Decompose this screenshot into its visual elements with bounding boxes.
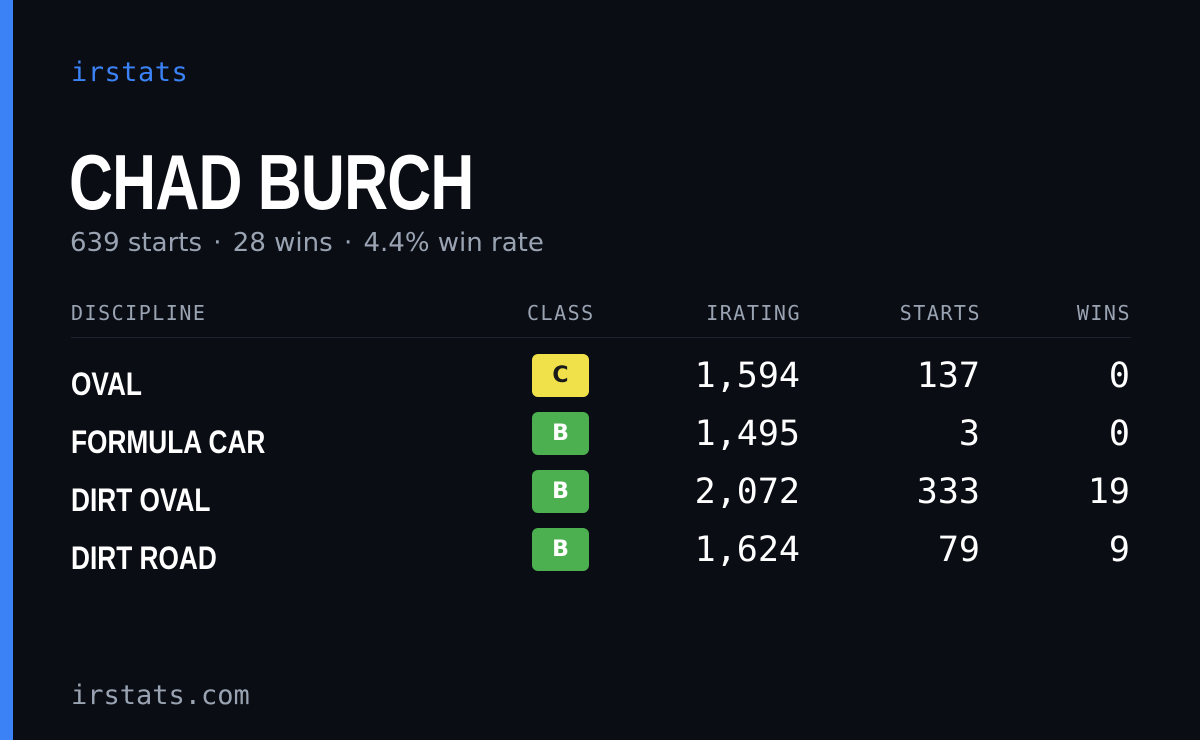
accent-bar: [0, 0, 13, 740]
wins-value: 0: [1108, 414, 1130, 454]
starts-value: 79: [937, 530, 980, 570]
discipline-table: DISCIPLINE CLASS IRATING STARTS WINS OVA…: [71, 296, 1131, 586]
license-class-badge: B: [532, 528, 589, 571]
starts-value: 333: [916, 472, 980, 512]
brand-logo[interactable]: irstats: [71, 57, 189, 88]
irating-value: 1,594: [694, 356, 800, 396]
discipline-name: OVAL: [71, 366, 142, 402]
header-wins: WINS: [1076, 301, 1131, 325]
starts-value: 3: [958, 414, 980, 454]
discipline-name: FORMULA CAR: [71, 424, 266, 460]
table-row: DIRT ROAD B 1,624 79 9: [71, 528, 1131, 586]
table-row: DIRT OVAL B 2,072 333 19: [71, 470, 1131, 528]
discipline-name: DIRT OVAL: [71, 482, 211, 518]
wins-value: 19: [1087, 472, 1130, 512]
header-discipline: DISCIPLINE: [71, 301, 207, 325]
irating-value: 1,495: [694, 414, 800, 454]
wins-value: 0: [1108, 356, 1130, 396]
summary-starts: 639 starts: [70, 228, 202, 258]
irating-value: 2,072: [694, 472, 800, 512]
license-class-badge: C: [532, 354, 589, 397]
table-row: FORMULA CAR B 1,495 3 0: [71, 412, 1131, 470]
player-name: CHAD BURCH: [69, 138, 474, 226]
starts-value: 137: [916, 356, 980, 396]
player-summary: 639 starts · 28 wins · 4.4% win rate: [70, 228, 544, 258]
header-starts: STARTS: [899, 301, 981, 325]
summary-separator: ·: [343, 228, 353, 258]
table-row: OVAL C 1,594 137 0: [71, 354, 1131, 412]
table-header: DISCIPLINE CLASS IRATING STARTS WINS: [71, 296, 1131, 338]
header-irating: IRATING: [706, 301, 801, 325]
summary-win-rate: 4.4% win rate: [363, 228, 544, 258]
summary-separator: ·: [213, 228, 222, 258]
license-class-badge: B: [532, 412, 589, 455]
irating-value: 1,624: [694, 530, 800, 570]
summary-wins: 28 wins: [232, 228, 333, 258]
footer-url[interactable]: irstats.com: [71, 680, 250, 711]
discipline-name: DIRT ROAD: [71, 540, 217, 576]
license-class-badge: B: [532, 470, 589, 513]
header-class: CLASS: [527, 301, 595, 325]
wins-value: 9: [1108, 530, 1130, 570]
